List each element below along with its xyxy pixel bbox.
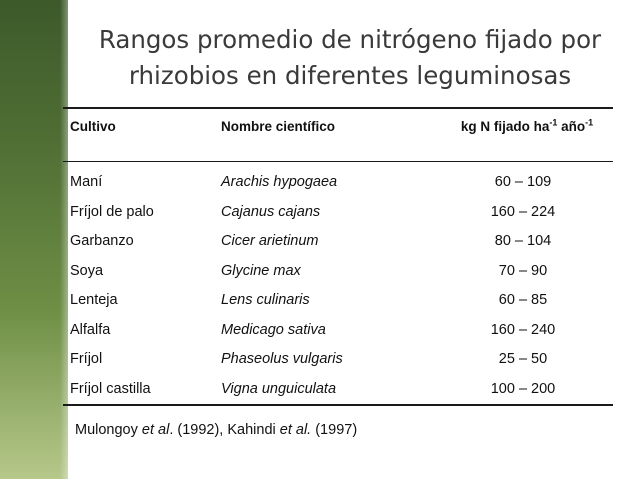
scientific-cell: Vigna unguiculata	[221, 380, 337, 397]
range-cell: 100 – 200	[490, 380, 556, 397]
nitrogen-fixation-table: Cultivo Nombre científico kg N fijado ha…	[63, 107, 613, 406]
header-nitrogen-fixed: kg N fijado ha-1 año-1	[441, 117, 613, 134]
range-cell: 80 – 104	[494, 233, 552, 249]
header-fixed-base: kg N fijado ha	[460, 119, 550, 134]
table-row: Lenteja Lens culinaris 60 – 85	[63, 286, 613, 316]
table-row: Soya Glycine max 70 – 90	[63, 257, 613, 287]
crop-cell: Lenteja	[70, 292, 118, 308]
citation: Mulongoy et al. (1992), Kahindi et al. (…	[75, 422, 357, 438]
crop-cell: Fríjol castilla	[70, 380, 151, 397]
title-line-1: Rangos promedio de nitrógeno fijado por	[98, 25, 602, 54]
crop-cell: Alfalfa	[70, 321, 111, 338]
decorative-sidebar	[0, 0, 68, 479]
table-row: Fríjol Phaseolus vulgaris 25 – 50	[63, 345, 613, 375]
scientific-cell: Cicer arietinum	[221, 233, 319, 249]
range-cell: 70 – 90	[498, 262, 548, 279]
range-cell: 25 – 50	[498, 351, 548, 367]
scientific-cell: Medicago sativa	[221, 321, 326, 338]
range-cell: 160 – 240	[490, 321, 556, 338]
scientific-cell: Cajanus cajans	[221, 203, 321, 220]
citation-part-2: . (1992), Kahindi	[169, 422, 280, 438]
table-row: Fríjol de palo Cajanus cajans 160 – 224	[63, 198, 613, 228]
scientific-cell: Glycine max	[221, 262, 301, 279]
slide-title: Rangos promedio de nitrógeno fijado por …	[70, 22, 630, 94]
crop-cell: Fríjol	[70, 351, 103, 367]
crop-cell: Fríjol de palo	[70, 203, 154, 220]
citation-etal-1: et al	[141, 422, 170, 438]
scientific-cell: Phaseolus vulgaris	[221, 351, 343, 367]
table-row: Fríjol castilla Vigna unguiculata 100 – …	[63, 375, 613, 405]
range-cell: 60 – 85	[498, 292, 548, 308]
table-row: Maní Arachis hypogaea 60 – 109	[63, 168, 613, 198]
crop-cell: Maní	[70, 174, 103, 190]
scientific-cell: Arachis hypogaea	[221, 174, 338, 190]
header-scientific-name: Nombre científico	[221, 119, 336, 134]
title-line-2: rhizobios en diferentes leguminosas	[128, 61, 572, 90]
table-row: Garbanzo Cicer arietinum 80 – 104	[63, 227, 613, 257]
table-header-row: Cultivo Nombre científico kg N fijado ha…	[63, 109, 613, 162]
header-year: año	[557, 119, 586, 134]
range-cell: 60 – 109	[494, 174, 552, 190]
crop-cell: Soya	[70, 262, 104, 279]
citation-etal-2: et al.	[279, 422, 312, 438]
crop-cell: Garbanzo	[70, 233, 134, 249]
citation-part-3: (1997)	[311, 422, 358, 438]
header-sup-1: -1	[549, 117, 558, 128]
header-crop: Cultivo	[70, 119, 116, 134]
citation-part-1: Mulongoy	[75, 422, 142, 438]
table-row: Alfalfa Medicago sativa 160 – 240	[63, 316, 613, 346]
header-sup-2: -1	[585, 117, 594, 128]
scientific-cell: Lens culinaris	[221, 292, 310, 308]
range-cell: 160 – 224	[490, 203, 556, 220]
